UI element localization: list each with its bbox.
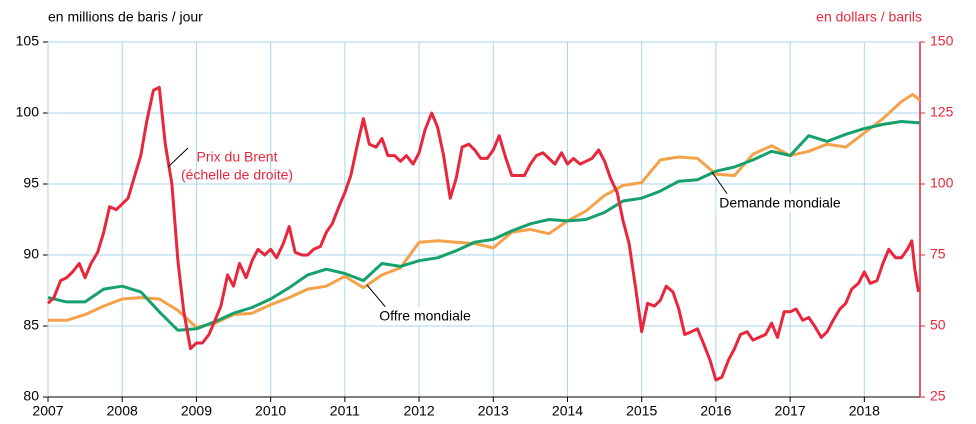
y2-tick-label: 50 (930, 317, 946, 333)
x-tick-label: 2011 (330, 403, 360, 419)
annotation: Prix du Brent (197, 149, 278, 165)
y2-tick-label: 125 (930, 104, 954, 120)
y-tick-label: 95 (23, 175, 39, 191)
annotation: Offre mondiale (379, 308, 471, 324)
leader-line (366, 284, 389, 311)
x-tick-label: 2016 (700, 403, 731, 419)
annotation-bg (716, 193, 844, 212)
x-tick-label: 2018 (849, 403, 880, 419)
y2-tick-label: 25 (930, 388, 946, 404)
leader-line (711, 171, 731, 199)
y2-tick-label: 100 (930, 175, 954, 191)
y2-axis-label: en dollars / barils (816, 9, 922, 25)
x-tick-label: 2013 (478, 403, 509, 419)
x-tick-label: 2009 (181, 403, 212, 419)
y-tick-label: 85 (23, 317, 39, 333)
x-tick-label: 2017 (775, 403, 806, 419)
x-tick-label: 2010 (255, 403, 286, 419)
leader-line (167, 147, 189, 168)
x-tick-label: 2014 (552, 403, 583, 419)
y2-tick-label: 75 (930, 246, 946, 262)
annotation: Demande mondiale (719, 195, 841, 211)
y-tick-label: 80 (23, 388, 39, 404)
annotation-bg (376, 306, 474, 325)
y-axis-label: en millions de baris / jour (48, 9, 203, 25)
y-tick-label: 90 (23, 246, 39, 262)
annotation: (échelle de droite) (181, 167, 293, 183)
x-tick-label: 2007 (32, 403, 63, 419)
series-line (46, 85, 920, 382)
series-line (47, 120, 921, 332)
x-tick-label: 2012 (403, 403, 434, 419)
x-tick-label: 2015 (626, 403, 657, 419)
y-tick-label: 100 (16, 104, 40, 120)
y2-tick-label: 150 (930, 33, 954, 49)
x-tick-label: 2008 (107, 403, 138, 419)
y-tick-label: 105 (16, 33, 40, 49)
